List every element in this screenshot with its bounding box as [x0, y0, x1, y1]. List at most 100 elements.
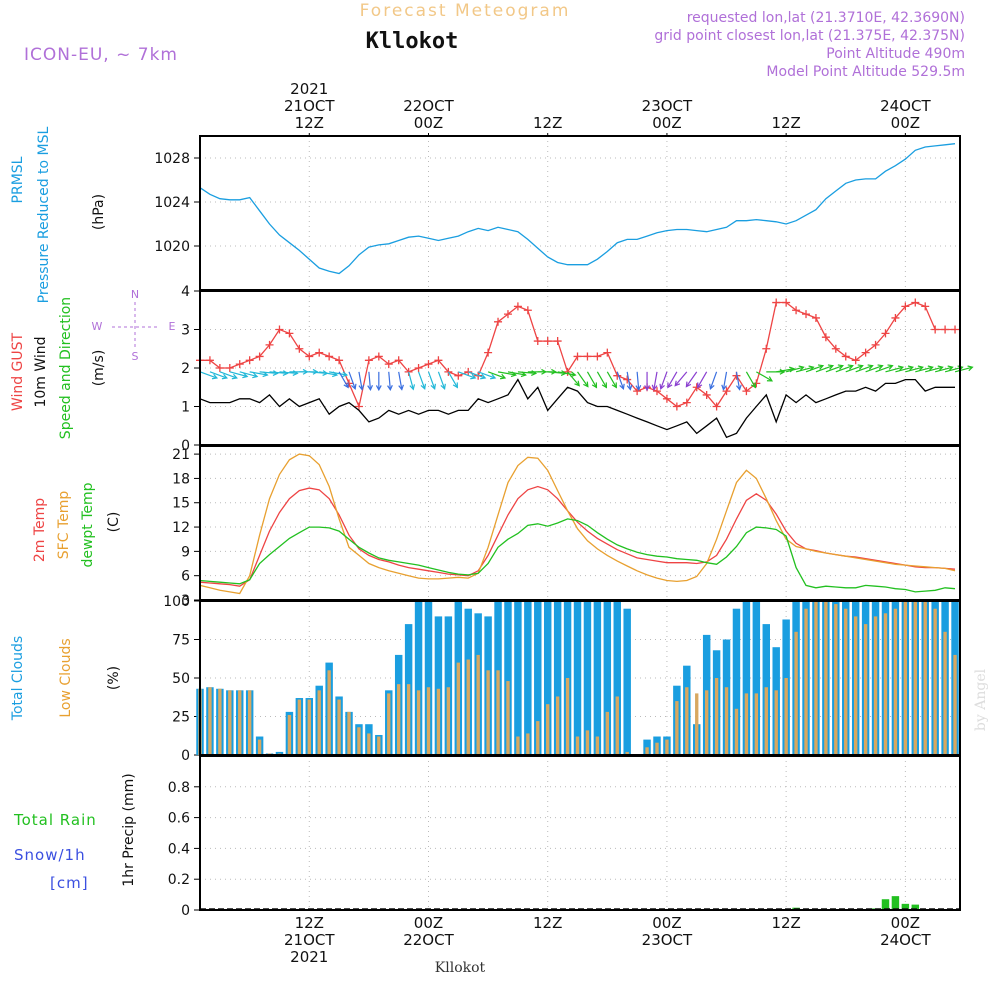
- compass-rose-icon: N W E S: [92, 288, 176, 363]
- wind-arrow-head: [430, 383, 436, 390]
- wind-gust-marker: [414, 364, 423, 372]
- clouds-bar-low-clouds: [724, 687, 729, 755]
- wind-arrow-head: [440, 383, 446, 390]
- wind-arrow: [825, 365, 844, 373]
- time-label-bottom: 22OCT: [403, 931, 454, 949]
- wind-arrow: [199, 371, 218, 379]
- wind-arrow-head: [697, 382, 703, 389]
- wind-gust-marker: [742, 387, 751, 396]
- wind-ytick-label: 0: [181, 438, 190, 454]
- wind-gust-marker: [722, 387, 731, 396]
- clouds-bar-low-clouds: [367, 733, 371, 755]
- clouds-bar-total-clouds: [583, 601, 592, 755]
- clouds-bar-low-clouds: [814, 601, 818, 755]
- wind-arrow: [596, 371, 607, 388]
- wind-arrow: [388, 371, 391, 390]
- precip-ytick-label: 0: [181, 903, 190, 919]
- wind-arrow-head: [591, 382, 598, 389]
- clouds-bar-low-clouds: [287, 714, 292, 755]
- clouds-bar-total-clouds: [593, 601, 602, 755]
- wind-arrow: [785, 366, 804, 373]
- precip-ylabel-2: Snow/1h: [14, 846, 86, 864]
- wind-arrow: [795, 366, 814, 373]
- clouds-bar-low-clouds: [327, 670, 331, 755]
- clouds-ylabel-2: Low Clouds: [58, 638, 74, 717]
- wind-ylabel-1: Wind GUST: [10, 332, 26, 411]
- wind-gust-marker: [871, 340, 880, 349]
- wind-gust-marker: [593, 352, 602, 361]
- clouds-bar-low-clouds: [893, 608, 898, 755]
- wind-arrow: [329, 371, 347, 376]
- grid-point-coords: grid point closest lon,lat (21.375E, 42.…: [654, 28, 965, 44]
- clouds-bar-low-clouds: [317, 690, 321, 755]
- wind-arrow: [249, 371, 268, 376]
- clouds-bar-low-clouds: [953, 654, 957, 755]
- time-label-top: 12Z: [533, 114, 562, 132]
- wind-arrow-head: [551, 368, 558, 375]
- wind-gust-marker: [861, 348, 870, 357]
- clouds-bar-total-clouds: [543, 601, 552, 755]
- wind-arrow: [517, 371, 536, 375]
- wind-arrow: [447, 371, 458, 388]
- clouds-bar-low-clouds: [377, 736, 381, 755]
- time-label-top: 2021: [290, 80, 328, 98]
- wind-arrow: [417, 371, 426, 389]
- wind-panel: 0 1 2 3 4: [181, 284, 974, 454]
- point-altitude: Point Altitude 490m: [826, 46, 965, 62]
- clouds-bar-low-clouds: [218, 688, 222, 755]
- wind-arrow-head: [619, 383, 625, 390]
- temperature-ylabel: 2m Temp SFC Temp dewpt Temp (C): [32, 482, 122, 567]
- wind-gust-marker: [662, 394, 671, 403]
- wind-arrow: [756, 371, 773, 382]
- wind-arrow: [279, 371, 298, 375]
- time-label-bottom: 12Z: [771, 914, 800, 932]
- pressure-ytick-label: 1024: [154, 195, 190, 211]
- wind-gust-marker: [354, 402, 363, 411]
- clouds-bar-low-clouds: [387, 693, 391, 755]
- clouds-bar-low-clouds: [883, 613, 888, 755]
- wind-arrow-head: [312, 368, 319, 375]
- wind-arrow-head: [252, 372, 259, 379]
- wind-arrow-head: [452, 382, 458, 389]
- pressure-line-prmsl: [199, 143, 956, 275]
- wind-arrow: [855, 365, 873, 373]
- wind-arrow-head: [827, 364, 835, 370]
- clouds-bar-low-clouds: [585, 730, 590, 755]
- clouds-ylabel-unit: (%): [106, 666, 122, 690]
- clouds-bar-total-clouds: [623, 608, 631, 755]
- temperature-line-dewpt-temp: [199, 518, 956, 593]
- wind-arrow-head: [847, 364, 854, 370]
- wind-ytick-label: 3: [181, 323, 190, 339]
- wind-arrow-head: [817, 364, 825, 370]
- clouds-bar-low-clouds: [714, 678, 719, 755]
- wind-arrow: [865, 365, 883, 373]
- clouds-bar-low-clouds: [546, 704, 550, 755]
- clouds-bar-total-clouds: [752, 601, 761, 755]
- wind-gust-marker: [245, 356, 254, 365]
- wind-arrow-head: [282, 370, 289, 376]
- time-label-bottom: 00Z: [652, 914, 681, 932]
- time-label-bottom: 00Z: [891, 914, 920, 932]
- clouds-bar-low-clouds: [426, 687, 431, 755]
- wind-arrow-head: [685, 381, 692, 388]
- clouds-bar-total-clouds: [603, 601, 612, 755]
- wind-arrow-head: [242, 372, 249, 379]
- clouds-bar-low-clouds: [774, 690, 778, 755]
- wind-arrow: [845, 365, 863, 373]
- wind-arrow-head: [409, 384, 416, 391]
- clouds-bar-low-clouds: [824, 601, 828, 755]
- wind-arrow: [653, 371, 658, 390]
- clouds-bar-low-clouds: [645, 747, 649, 755]
- time-label-bottom: 2021: [290, 948, 328, 966]
- wind-arrow: [358, 371, 363, 390]
- wind-arrow: [776, 368, 795, 373]
- clouds-bar-low-clouds: [575, 736, 580, 755]
- clouds-bar-low-clouds: [536, 721, 540, 755]
- clouds-bar-low-clouds: [764, 687, 768, 755]
- wind-gust-marker: [315, 348, 324, 357]
- wind-arrow-head: [937, 365, 944, 372]
- clouds-bar-low-clouds: [247, 690, 252, 755]
- wind-gust-marker: [682, 398, 691, 407]
